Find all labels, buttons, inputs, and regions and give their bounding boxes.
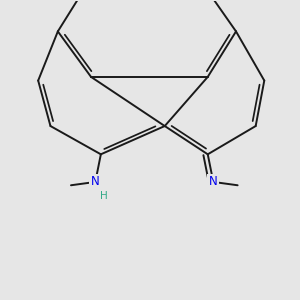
Text: N: N	[91, 176, 100, 188]
Text: H: H	[100, 191, 108, 201]
Text: N: N	[209, 176, 218, 188]
